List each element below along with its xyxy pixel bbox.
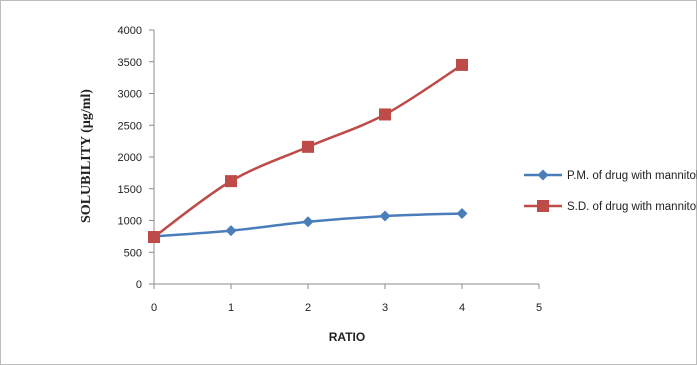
x-tick-label: 4 bbox=[459, 302, 465, 314]
data-point bbox=[456, 208, 468, 220]
y-tick-label: 2000 bbox=[118, 152, 142, 164]
y-tick-label: 3000 bbox=[118, 89, 142, 101]
y-tick-label: 1000 bbox=[118, 216, 142, 228]
legend-label: P.M. of drug with mannitol bbox=[567, 170, 697, 182]
data-point bbox=[148, 231, 160, 244]
legend-item: P.M. of drug with mannitol bbox=[524, 169, 697, 182]
series-layer bbox=[148, 58, 468, 244]
data-point bbox=[302, 216, 314, 228]
x-tick-label: 1 bbox=[228, 302, 234, 314]
y-tick-label: 1500 bbox=[118, 184, 142, 196]
y-tick-label: 4000 bbox=[118, 25, 142, 37]
series-1 bbox=[148, 208, 468, 242]
legend-marker bbox=[537, 169, 549, 181]
x-tick-label: 5 bbox=[536, 302, 542, 314]
x-tick-label: 3 bbox=[382, 302, 388, 314]
y-tick-label: 3500 bbox=[118, 57, 142, 69]
x-tick-label: 2 bbox=[305, 302, 311, 314]
y-axis-label: SOLUBILITY (µg/ml) bbox=[79, 89, 94, 223]
legend: P.M. of drug with mannitol S.D. of drug w… bbox=[524, 169, 697, 213]
legend-label: S.D. of drug with mannitol bbox=[567, 201, 697, 213]
data-point bbox=[379, 210, 391, 222]
x-tick-label: 0 bbox=[151, 302, 157, 314]
data-point bbox=[379, 108, 391, 121]
x-axis-label: RATIO bbox=[329, 330, 365, 344]
data-point bbox=[225, 225, 237, 237]
y-tick-label: 500 bbox=[124, 247, 142, 259]
axes: 0 500 1000 1500 2000 2500 3000 3500 4000 0 1 2 3 4 5 bbox=[118, 25, 543, 314]
data-point bbox=[225, 175, 237, 188]
series-2 bbox=[148, 58, 468, 244]
legend-item: S.D. of drug with mannitol bbox=[524, 200, 697, 213]
y-tick-label: 0 bbox=[136, 279, 142, 291]
legend-marker bbox=[537, 200, 549, 212]
data-point bbox=[456, 58, 468, 71]
y-tick-label: 2500 bbox=[118, 120, 142, 132]
data-point bbox=[302, 140, 314, 153]
